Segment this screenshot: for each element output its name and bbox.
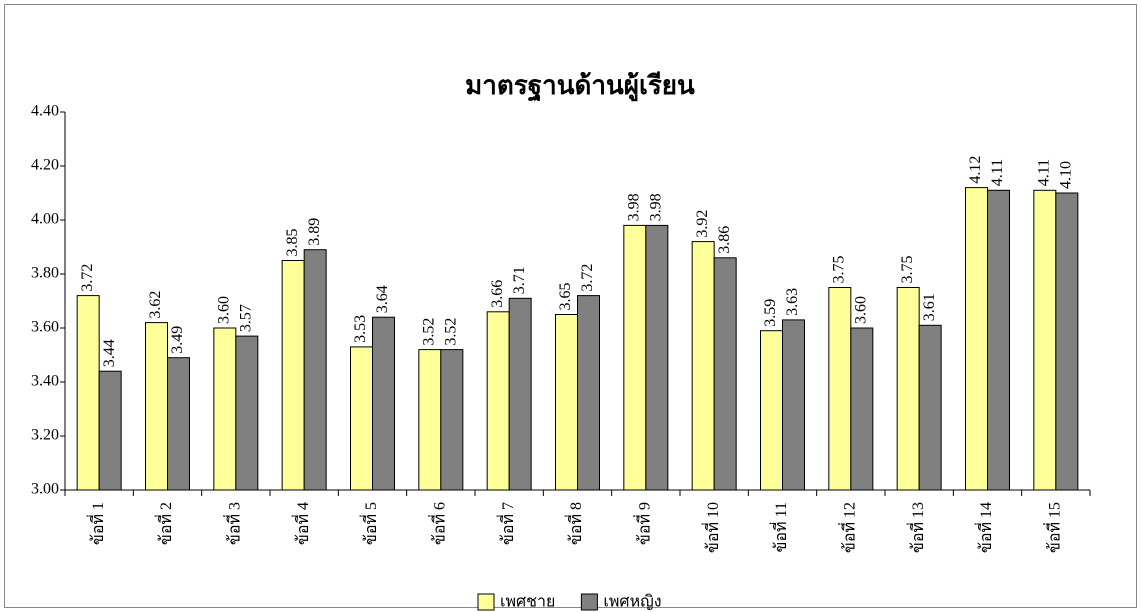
bar bbox=[281, 260, 305, 491]
data-label: 3.86 bbox=[716, 226, 733, 254]
bar bbox=[713, 257, 737, 491]
x-tick-label: ข้อที่ 2 bbox=[154, 502, 175, 545]
data-label: 3.72 bbox=[79, 264, 96, 292]
y-tick-label: 3.00 bbox=[31, 481, 59, 498]
data-label: 3.75 bbox=[899, 256, 916, 284]
chart-border bbox=[4, 4, 1137, 608]
data-label: 3.52 bbox=[443, 318, 460, 346]
data-label: 3.60 bbox=[853, 296, 870, 324]
data-label: 3.72 bbox=[579, 264, 596, 292]
bar bbox=[918, 324, 942, 491]
bar bbox=[440, 349, 464, 491]
bar bbox=[486, 311, 510, 491]
data-label: 3.75 bbox=[831, 256, 848, 284]
x-tick-label: ข้อที่ 11 bbox=[769, 502, 790, 553]
data-label: 4.10 bbox=[1058, 161, 1075, 189]
bar bbox=[235, 335, 259, 491]
y-tick-label: 3.20 bbox=[31, 427, 59, 444]
legend-label: เพศหญิง bbox=[603, 594, 661, 611]
data-label: 3.44 bbox=[101, 339, 118, 367]
x-tick-label: ข้อที่ 13 bbox=[906, 502, 927, 553]
legend-swatch bbox=[477, 593, 495, 611]
data-label: 3.59 bbox=[762, 299, 779, 327]
bar bbox=[782, 319, 805, 491]
bar bbox=[645, 224, 669, 491]
y-tick-label: 3.60 bbox=[31, 319, 59, 336]
legend-swatch bbox=[580, 593, 598, 611]
data-label: 3.57 bbox=[238, 304, 255, 332]
chart-title: มาตรฐานด้านผู้เรียน bbox=[465, 71, 695, 103]
bar bbox=[760, 330, 783, 491]
bar bbox=[555, 314, 578, 491]
bar bbox=[965, 187, 988, 491]
bar bbox=[76, 295, 100, 491]
y-tick-label: 4.40 bbox=[31, 103, 59, 120]
bar bbox=[213, 327, 237, 491]
x-tick-label: ข้อที่ 12 bbox=[838, 502, 859, 553]
x-tick-label: ข้อที่ 8 bbox=[564, 502, 585, 545]
x-tick-label: ข้อที่ 10 bbox=[701, 502, 722, 553]
x-tick-label: ข้อที่ 4 bbox=[291, 502, 312, 545]
bar bbox=[418, 349, 442, 491]
x-tick-label: ข้อที่ 6 bbox=[428, 502, 449, 545]
data-label: 3.71 bbox=[511, 266, 528, 294]
data-label: 3.49 bbox=[169, 326, 186, 354]
data-label: 3.98 bbox=[648, 193, 665, 221]
data-label: 3.65 bbox=[557, 283, 574, 311]
data-label: 3.52 bbox=[421, 318, 438, 346]
bar bbox=[577, 295, 600, 491]
bar bbox=[987, 189, 1010, 491]
bar bbox=[850, 327, 874, 491]
x-tick-label: ข้อที่ 9 bbox=[633, 502, 654, 545]
data-label: 3.92 bbox=[694, 210, 711, 238]
y-tick-label: 4.00 bbox=[31, 211, 59, 228]
bar bbox=[98, 370, 122, 491]
data-label: 3.64 bbox=[374, 285, 391, 313]
y-tick-label: 4.20 bbox=[31, 157, 59, 174]
bar bbox=[623, 224, 647, 491]
legend-label: เพศชาย bbox=[500, 594, 555, 611]
bar bbox=[303, 249, 327, 491]
y-tick-label: 3.40 bbox=[31, 373, 59, 390]
bar bbox=[508, 297, 532, 491]
data-label: 4.11 bbox=[989, 159, 1006, 186]
data-label: 3.60 bbox=[216, 296, 233, 324]
data-label: 3.89 bbox=[306, 218, 323, 246]
x-tick-label: ข้อที่ 7 bbox=[496, 502, 517, 545]
bar bbox=[1033, 189, 1057, 491]
bar bbox=[350, 346, 373, 491]
data-label: 3.53 bbox=[352, 315, 369, 343]
data-label: 3.63 bbox=[784, 288, 801, 316]
data-label: 3.66 bbox=[489, 280, 506, 308]
bar bbox=[691, 241, 715, 491]
y-tick-label: 3.80 bbox=[31, 265, 59, 282]
bar bbox=[167, 357, 190, 491]
x-tick-label: ข้อที่ 1 bbox=[86, 502, 107, 545]
bar bbox=[828, 287, 852, 491]
data-label: 3.61 bbox=[921, 293, 938, 321]
data-label: 3.85 bbox=[284, 229, 301, 257]
x-tick-label: ข้อที่ 3 bbox=[223, 502, 244, 545]
data-label: 3.98 bbox=[626, 193, 643, 221]
x-tick-label: ข้อที่ 5 bbox=[359, 502, 380, 545]
data-label: 3.62 bbox=[147, 291, 164, 319]
bar bbox=[145, 322, 168, 491]
bar bbox=[372, 316, 395, 491]
data-label: 4.12 bbox=[967, 156, 984, 184]
x-tick-label: ข้อที่ 15 bbox=[1043, 502, 1064, 553]
data-label: 4.11 bbox=[1036, 159, 1053, 186]
x-tick-label: ข้อที่ 14 bbox=[974, 502, 995, 553]
bar bbox=[1055, 192, 1079, 491]
bar bbox=[896, 287, 920, 491]
